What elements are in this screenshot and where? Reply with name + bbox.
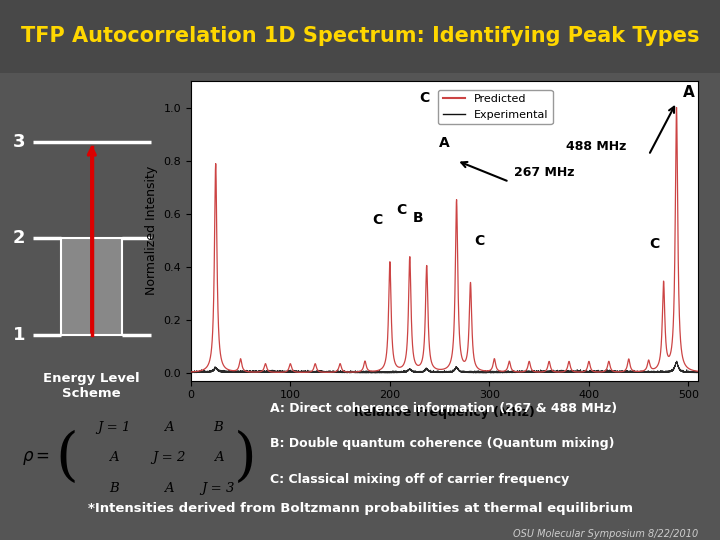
Text: (: ( bbox=[55, 430, 78, 485]
Legend: Predicted, Experimental: Predicted, Experimental bbox=[438, 90, 553, 124]
Y-axis label: Normalized Intensity: Normalized Intensity bbox=[145, 166, 158, 295]
Bar bbox=[61, 238, 122, 335]
Text: C: C bbox=[420, 91, 430, 105]
Text: C: C bbox=[649, 237, 660, 251]
Text: B: B bbox=[109, 482, 119, 495]
Experimental bbox=[186, 369, 195, 376]
X-axis label: Relative Frequency (MHz): Relative Frequency (MHz) bbox=[354, 406, 535, 419]
Text: J = 2: J = 2 bbox=[152, 451, 185, 464]
Predicted bbox=[286, 361, 294, 367]
Text: 488 MHz: 488 MHz bbox=[567, 140, 626, 153]
Text: 1: 1 bbox=[13, 326, 25, 344]
Predicted bbox=[217, 355, 225, 361]
Text: A: A bbox=[109, 451, 119, 464]
Experimental bbox=[351, 369, 359, 376]
Text: 2: 2 bbox=[13, 230, 25, 247]
Text: 3: 3 bbox=[13, 133, 25, 151]
Experimental bbox=[217, 368, 225, 375]
Experimental bbox=[672, 358, 681, 365]
Predicted bbox=[672, 104, 681, 111]
Text: A: A bbox=[683, 85, 694, 99]
Text: A: A bbox=[164, 421, 174, 434]
Predicted bbox=[667, 345, 676, 351]
Predicted bbox=[189, 368, 197, 375]
Text: TFP Autocorrelation 1D Spectrum: Identifying Peak Types: TFP Autocorrelation 1D Spectrum: Identif… bbox=[21, 26, 699, 46]
Line: Experimental: Experimental bbox=[191, 361, 698, 373]
Text: B: Double quantum coherence (Quantum mixing): B: Double quantum coherence (Quantum mix… bbox=[270, 437, 614, 450]
Text: A: A bbox=[214, 451, 223, 464]
Predicted bbox=[435, 366, 444, 373]
Text: C: Classical mixing off of carrier frequency: C: Classical mixing off of carrier frequ… bbox=[270, 472, 570, 485]
Text: C: C bbox=[474, 234, 485, 248]
Text: B: B bbox=[213, 421, 223, 434]
Predicted bbox=[207, 342, 216, 349]
Text: A: A bbox=[439, 136, 450, 150]
Predicted bbox=[298, 369, 307, 375]
Text: 267 MHz: 267 MHz bbox=[514, 166, 575, 179]
Text: Energy Level
Scheme: Energy Level Scheme bbox=[43, 372, 140, 400]
Text: B: B bbox=[413, 211, 423, 225]
Experimental bbox=[189, 369, 197, 375]
Text: J = 1: J = 1 bbox=[97, 421, 131, 434]
Text: ): ) bbox=[234, 430, 257, 485]
Experimental bbox=[207, 368, 216, 375]
Line: Predicted: Predicted bbox=[191, 107, 698, 372]
Text: OSU Molecular Symposium 8/22/2010: OSU Molecular Symposium 8/22/2010 bbox=[513, 529, 698, 538]
Text: A: A bbox=[164, 482, 174, 495]
Experimental bbox=[694, 369, 703, 376]
Text: *Intensities derived from Boltzmann probabilities at thermal equilibrium: *Intensities derived from Boltzmann prob… bbox=[88, 502, 632, 515]
Experimental bbox=[286, 369, 294, 376]
Predicted bbox=[694, 368, 703, 375]
Predicted bbox=[186, 369, 195, 375]
Text: J = 3: J = 3 bbox=[202, 482, 235, 495]
Text: C: C bbox=[397, 202, 407, 217]
Text: A: Direct coherence information (267 & 488 MHz): A: Direct coherence information (267 & 4… bbox=[270, 402, 617, 415]
Experimental bbox=[435, 369, 444, 376]
Text: C: C bbox=[372, 213, 382, 227]
Experimental bbox=[667, 368, 676, 374]
Text: $\rho =$: $\rho =$ bbox=[22, 449, 50, 467]
